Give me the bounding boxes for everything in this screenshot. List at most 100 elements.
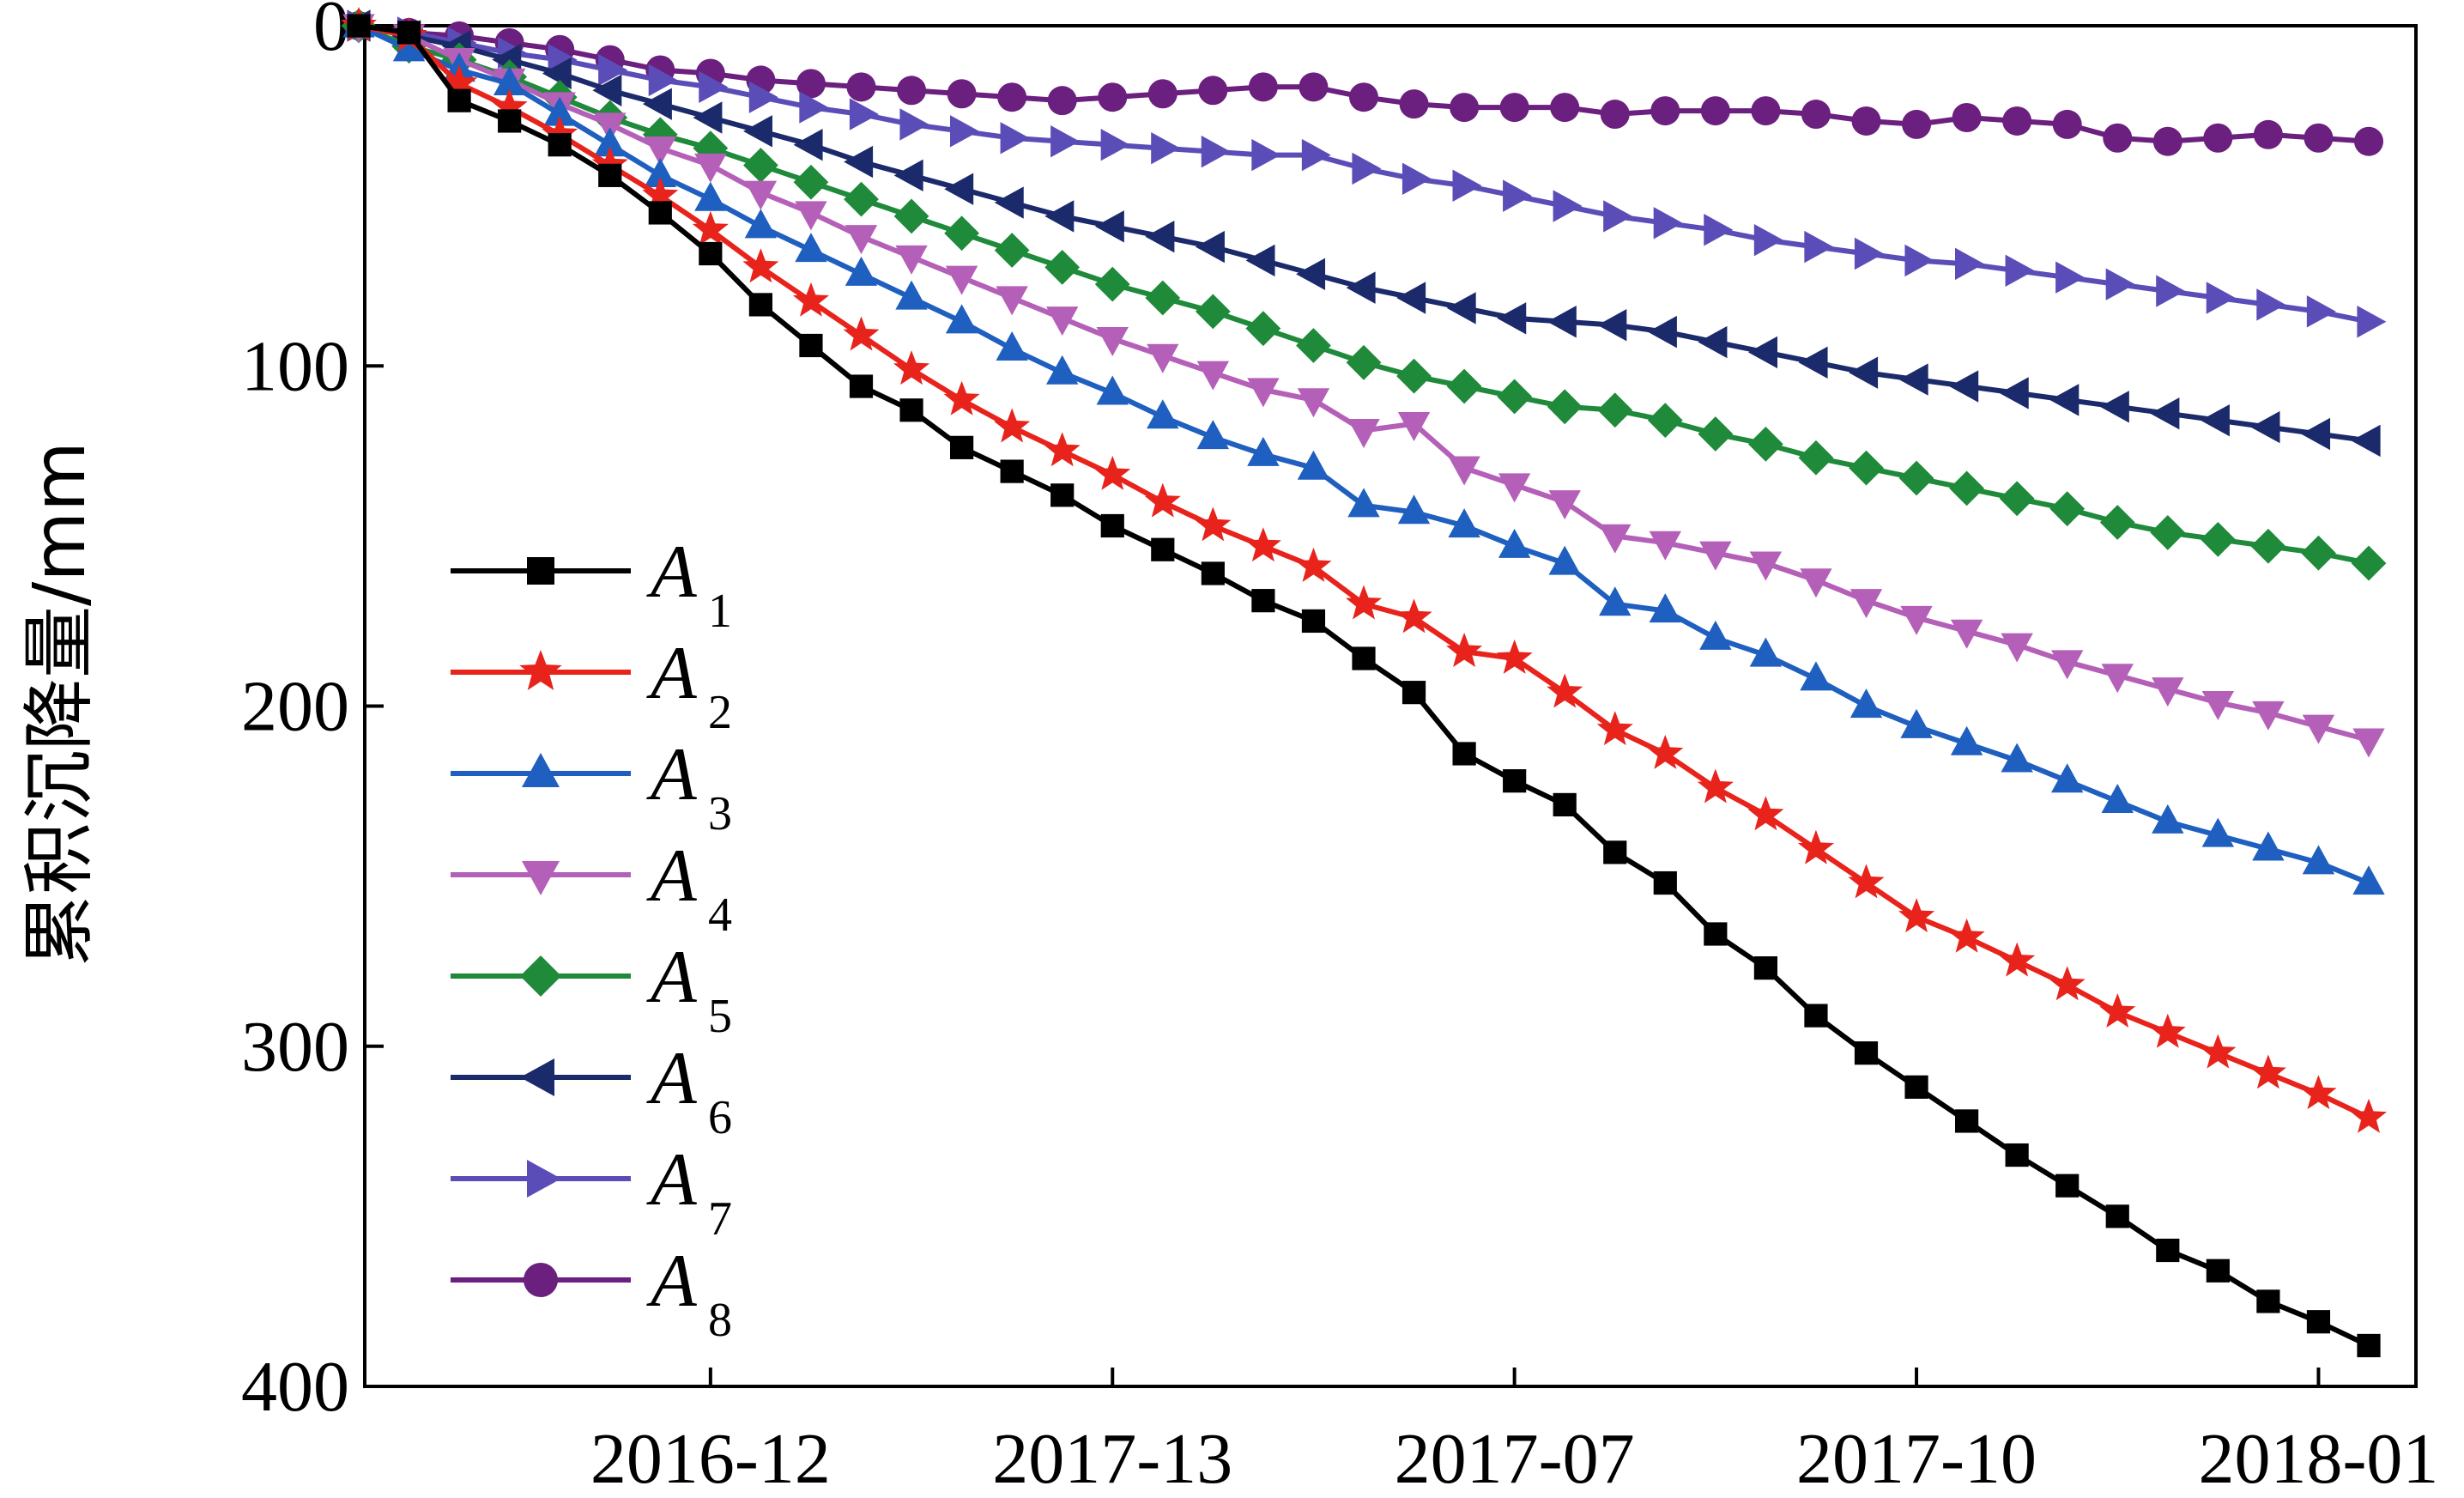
star-marker bbox=[1295, 547, 1332, 582]
square-marker bbox=[1251, 589, 1275, 613]
triangle-down-marker bbox=[1397, 412, 1431, 442]
diamond-marker bbox=[1949, 470, 1984, 506]
square-marker bbox=[1352, 646, 1376, 670]
triangle-left-marker bbox=[1547, 306, 1577, 338]
square-marker bbox=[2055, 1174, 2080, 1198]
legend-label-subscript: 8 bbox=[708, 1294, 732, 1347]
triangle-up-marker bbox=[2252, 831, 2285, 861]
square-marker bbox=[1151, 537, 1175, 561]
square-marker bbox=[1955, 1109, 1979, 1133]
triangle-left-marker bbox=[944, 173, 974, 205]
circle-marker bbox=[1349, 82, 1378, 112]
x-tick-label: 2017-13 bbox=[992, 1419, 1232, 1498]
star-marker bbox=[2099, 993, 2136, 1028]
square-marker bbox=[598, 163, 622, 187]
triangle-left-marker bbox=[1346, 271, 1376, 304]
circle-marker bbox=[1248, 72, 1278, 102]
triangle-down-marker bbox=[2051, 650, 2084, 680]
star-marker bbox=[1144, 482, 1181, 518]
diamond-marker bbox=[793, 164, 829, 200]
diamond-marker bbox=[1798, 440, 1834, 476]
triangle-up-marker bbox=[493, 65, 526, 95]
star-marker bbox=[1797, 829, 1834, 864]
diamond-marker bbox=[1497, 379, 1533, 415]
triangle-up-marker bbox=[895, 280, 928, 310]
circle-marker bbox=[2002, 106, 2032, 136]
circle-marker bbox=[1399, 89, 1429, 119]
circle-marker bbox=[796, 69, 826, 99]
square-marker bbox=[1050, 483, 1075, 507]
square-marker bbox=[447, 88, 471, 112]
triangle-left-marker bbox=[1446, 292, 1476, 324]
triangle-up-marker bbox=[1397, 494, 1431, 525]
triangle-left-marker bbox=[1999, 377, 2029, 409]
triangle-down-marker bbox=[1699, 541, 1732, 571]
triangle-up-marker bbox=[845, 256, 878, 286]
star-marker bbox=[2149, 1013, 2186, 1048]
triangle-right-marker bbox=[1753, 223, 1783, 257]
star-marker bbox=[2049, 966, 2086, 1001]
diamond-marker bbox=[1195, 294, 1231, 330]
triangle-right-marker bbox=[2156, 275, 2186, 307]
series-A6 bbox=[341, 9, 2381, 458]
circle-marker bbox=[1600, 100, 1630, 130]
triangle-down-marker bbox=[694, 153, 727, 183]
star-marker bbox=[491, 88, 528, 123]
y-tick-label: 200 bbox=[241, 667, 349, 747]
circle-marker bbox=[1098, 82, 1128, 112]
triangle-down-marker bbox=[1800, 568, 1832, 598]
triangle-down-marker bbox=[1749, 551, 1783, 581]
star-marker bbox=[1195, 506, 1232, 542]
legend-label: A bbox=[646, 936, 698, 1019]
triangle-up-marker bbox=[996, 331, 1028, 361]
square-marker bbox=[1301, 609, 1326, 634]
square-marker bbox=[1452, 742, 1476, 766]
triangle-up-marker bbox=[1900, 708, 1933, 738]
square-marker bbox=[527, 557, 554, 585]
x-tick-label: 2016-12 bbox=[590, 1419, 831, 1498]
triangle-left-marker bbox=[1798, 346, 1828, 379]
triangle-up-marker bbox=[1046, 355, 1079, 385]
square-marker bbox=[648, 201, 672, 225]
circle-marker bbox=[1801, 100, 1831, 130]
triangle-right-marker bbox=[1050, 125, 1081, 158]
circle-marker bbox=[1450, 93, 1480, 123]
triangle-down-marker bbox=[1448, 456, 1480, 486]
triangle-left-marker bbox=[1396, 282, 1426, 314]
diamond-marker bbox=[1748, 426, 1783, 462]
triangle-left-marker bbox=[1748, 336, 1777, 369]
triangle-right-marker bbox=[1704, 214, 1734, 246]
circle-marker bbox=[524, 1263, 558, 1297]
square-marker bbox=[2256, 1289, 2280, 1313]
triangle-up-marker bbox=[1196, 420, 1230, 450]
triangle-up-marker bbox=[392, 32, 426, 62]
diamond-marker bbox=[1698, 416, 1734, 452]
triangle-down-marker bbox=[1096, 326, 1129, 356]
triangle-right-marker bbox=[1000, 122, 1030, 155]
star-marker bbox=[893, 350, 930, 385]
square-marker bbox=[2105, 1204, 2129, 1228]
triangle-down-marker bbox=[1599, 524, 1632, 554]
triangle-right-marker bbox=[1653, 207, 1683, 240]
triangle-up-marker bbox=[945, 304, 978, 334]
triangle-up-marker bbox=[1749, 637, 1783, 667]
triangle-down-marker bbox=[895, 245, 928, 275]
triangle-right-marker bbox=[748, 81, 778, 113]
triangle-up-marker bbox=[1699, 620, 1732, 650]
diamond-marker bbox=[893, 198, 929, 234]
x-tick-label: 2017-07 bbox=[1395, 1419, 1635, 1498]
triangle-right-marker bbox=[1452, 169, 1482, 202]
triangle-down-marker bbox=[744, 180, 778, 210]
star-marker bbox=[2249, 1054, 2286, 1089]
triangle-left-marker bbox=[1145, 220, 1175, 253]
triangle-right-marker bbox=[2357, 306, 2387, 338]
triangle-left-marker bbox=[793, 128, 823, 161]
triangle-left-marker bbox=[1647, 315, 1677, 349]
star-marker bbox=[1647, 734, 1684, 769]
square-marker bbox=[397, 21, 421, 45]
star-marker bbox=[994, 408, 1031, 443]
triangle-right-marker bbox=[1553, 190, 1583, 222]
star-marker bbox=[1898, 898, 1935, 933]
legend-label: A bbox=[646, 531, 698, 614]
circle-marker bbox=[1700, 96, 1730, 126]
